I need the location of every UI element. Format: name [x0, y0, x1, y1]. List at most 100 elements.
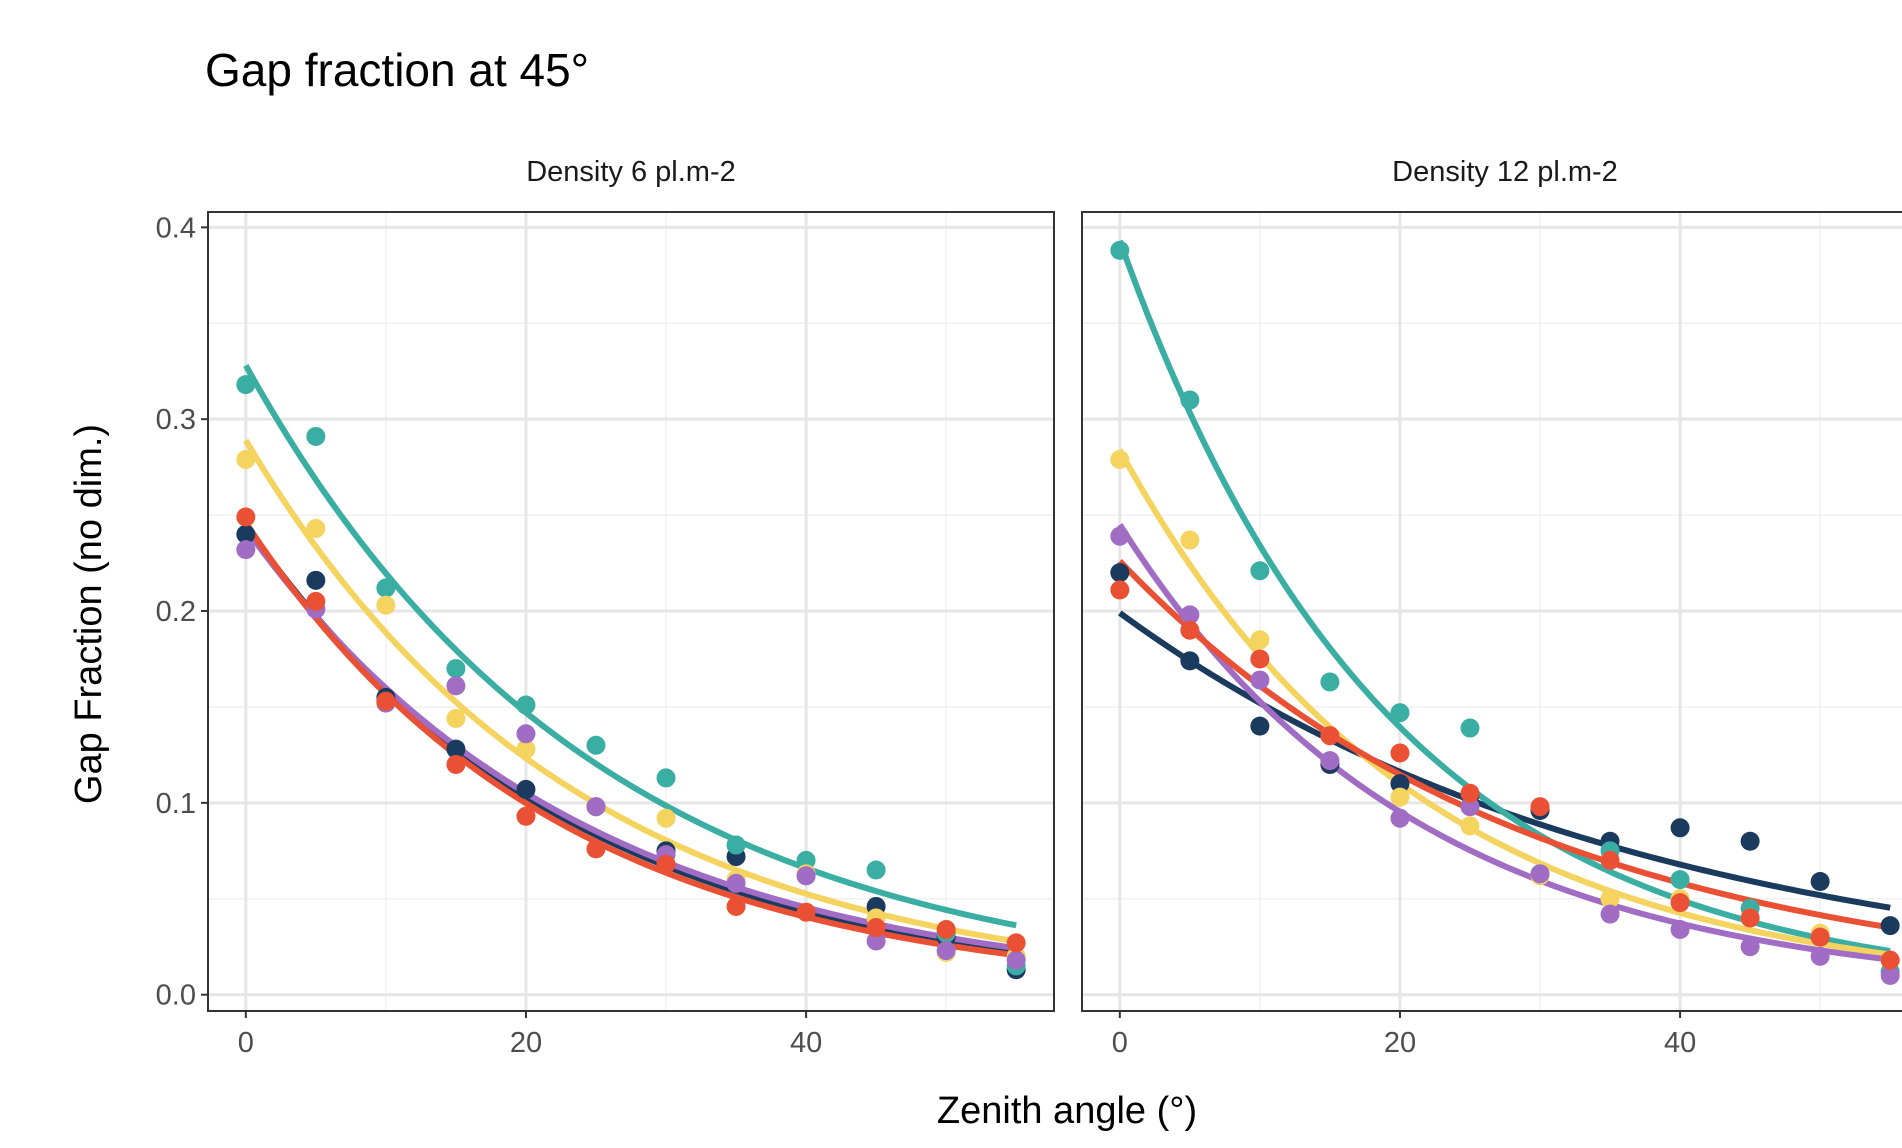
data-point-series-1	[516, 779, 536, 799]
data-point-series-5	[586, 839, 606, 859]
data-point-series-5	[1250, 649, 1270, 669]
data-point-series-5	[1670, 893, 1690, 913]
data-point-series-4	[1530, 864, 1550, 884]
data-point-series-4	[236, 540, 256, 560]
data-point-series-2	[1180, 390, 1200, 410]
panel-border	[207, 211, 1055, 1012]
fit-line-series-5	[1117, 559, 1891, 931]
panel-data	[236, 364, 1026, 980]
data-point-series-4	[1810, 946, 1830, 966]
data-point-series-2	[1670, 870, 1690, 890]
data-point-series-5	[446, 754, 466, 774]
data-point-series-5	[1180, 620, 1200, 640]
panel-strip-label: Density 12 pl.m-2	[1392, 156, 1618, 188]
y-axis-title: Gap Fraction (no dim.)	[68, 424, 110, 804]
x-tick-label: 40	[790, 1027, 822, 1059]
fit-line-series-2	[1117, 239, 1891, 955]
data-point-series-1	[1110, 563, 1130, 583]
y-tick-label: 0.0	[156, 980, 196, 1012]
data-point-series-1	[446, 739, 466, 759]
data-point-series-1	[306, 570, 326, 590]
data-point-series-5	[376, 691, 396, 711]
data-point-series-4	[866, 931, 886, 951]
data-point-series-3	[656, 808, 676, 828]
data-point-series-4	[1180, 605, 1200, 625]
data-point-series-4	[796, 866, 816, 886]
data-point-series-2	[376, 578, 396, 598]
data-point-series-5	[796, 902, 816, 922]
panel-strip-label: Density 6 pl.m-2	[526, 156, 736, 188]
panel-2: Density 12 pl.m-2 0 20 40	[1081, 156, 1902, 1059]
data-point-series-2	[726, 835, 746, 855]
data-point-series-5	[656, 854, 676, 874]
data-point-series-5	[1880, 950, 1900, 970]
data-point-series-4	[1006, 950, 1026, 970]
data-point-series-4	[1320, 751, 1340, 771]
data-point-series-2	[656, 768, 676, 788]
data-point-series-1	[1880, 916, 1900, 936]
data-point-series-2	[866, 860, 886, 880]
data-point-series-5	[726, 896, 746, 916]
data-point-series-2	[306, 426, 326, 446]
data-point-series-5	[1600, 850, 1620, 870]
data-point-series-5	[1390, 743, 1410, 763]
x-tick-label: 20	[1384, 1027, 1416, 1059]
data-point-series-2	[796, 850, 816, 870]
data-point-series-1	[236, 524, 256, 544]
fit-line-series-2	[243, 364, 1017, 929]
data-point-series-4	[1600, 904, 1620, 924]
data-point-series-4	[1250, 670, 1270, 690]
panel-border	[1081, 211, 1902, 1012]
x-tick-label: 0	[1112, 1027, 1128, 1059]
data-point-series-5	[516, 806, 536, 826]
data-point-series-5	[1460, 783, 1480, 803]
x-tick-label: 0	[238, 1027, 254, 1059]
y-tick-label: 0.2	[156, 596, 196, 628]
data-point-series-4	[936, 941, 956, 961]
panel-data	[1110, 239, 1900, 986]
data-point-series-1	[1390, 774, 1410, 794]
data-point-series-3	[236, 449, 256, 469]
data-point-series-3	[446, 708, 466, 728]
fit-line-series-5	[243, 521, 1017, 959]
data-point-series-4	[1670, 919, 1690, 939]
x-axis-title: Zenith angle (°)	[937, 1090, 1197, 1132]
data-point-series-2	[446, 659, 466, 679]
data-point-series-3	[1110, 449, 1130, 469]
panel-1: Density 6 pl.m-2 0 20 40	[207, 156, 1055, 1059]
y-tick-label: 0.3	[156, 404, 196, 436]
data-point-series-5	[1530, 797, 1550, 817]
fit-line-series-4	[243, 526, 1017, 952]
data-point-series-4	[586, 797, 606, 817]
data-point-series-5	[1740, 908, 1760, 928]
chart-title: Gap fraction at 45°	[205, 44, 589, 96]
data-point-series-2	[1390, 703, 1410, 723]
data-point-series-2	[1110, 240, 1130, 260]
data-point-series-3	[376, 595, 396, 615]
data-point-series-2	[1460, 718, 1480, 738]
data-point-series-5	[1110, 580, 1130, 600]
data-point-series-4	[1390, 808, 1410, 828]
data-point-series-4	[1740, 937, 1760, 957]
data-point-series-5	[1810, 927, 1830, 947]
fit-line-series-3	[243, 438, 1017, 945]
fit-line-series-4	[1117, 523, 1891, 963]
data-point-series-2	[586, 735, 606, 755]
data-point-series-4	[446, 676, 466, 696]
x-tick-label: 20	[510, 1027, 542, 1059]
data-point-series-5	[866, 918, 886, 938]
data-point-series-4	[726, 873, 746, 893]
data-point-series-3	[1460, 816, 1480, 836]
data-point-series-3	[1600, 889, 1620, 909]
fit-line-series-3	[1117, 448, 1891, 958]
data-point-series-3	[1180, 530, 1200, 550]
data-point-series-2	[1320, 672, 1340, 692]
data-point-series-5	[1320, 726, 1340, 746]
data-point-series-1	[1180, 651, 1200, 671]
data-point-series-5	[306, 591, 326, 611]
y-tick-label: 0.1	[156, 788, 196, 820]
data-point-series-5	[1006, 933, 1026, 953]
data-point-series-5	[936, 919, 956, 939]
